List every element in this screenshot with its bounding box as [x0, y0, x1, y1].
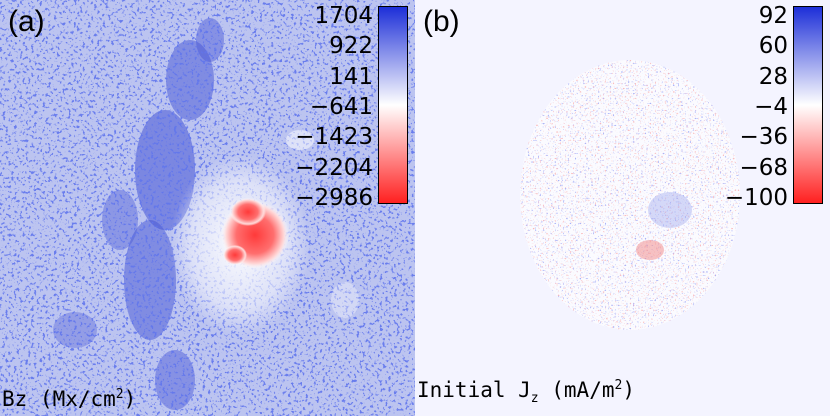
colorbar-tick-label: −2204	[295, 154, 373, 181]
bz-colorbar	[378, 6, 408, 204]
jz-label-sup: 2	[614, 377, 623, 393]
jz-quantity-label: Initial Jz (mA/m2)	[417, 373, 635, 412]
jz-label-mid: (mA/m	[538, 377, 615, 402]
colorbar-tick-label: 60	[758, 33, 788, 60]
colorbar-tick-label: −4	[754, 94, 788, 120]
colorbar-tick-label: −1423	[295, 124, 373, 151]
colorbar-tick-label: −2986	[295, 185, 373, 211]
colorbar-tick-label: −36	[739, 124, 788, 151]
panel-a-label: (a)	[8, 5, 45, 38]
jz-colorbar	[793, 6, 823, 204]
panel-a-bz-map: (a) 1704 922 141 −641 −1423 −2204 −2986 Bz (Mx…	[0, 0, 415, 416]
jz-label-sub: z	[530, 391, 539, 406]
colorbar-tick-label: −100	[724, 185, 788, 211]
bz-magnetogram-image	[0, 0, 415, 416]
colorbar-tick-label: 1704	[314, 3, 373, 29]
panel-b-label: (b)	[423, 5, 460, 38]
jz-label-main: Initial J	[417, 377, 531, 402]
jz-current-density-image	[415, 0, 830, 416]
colorbar-tick-label: 141	[329, 63, 373, 90]
bz-quantity-label: Bz (Mx/cm2)	[2, 382, 136, 412]
panel-b-jz-map: (b) 92 60 28 −4 −36 −68 −100 Initial Jz (mA/m2…	[415, 0, 830, 416]
bz-label-main: Bz (Mx/cm	[2, 387, 116, 411]
jz-label-end: )	[622, 377, 635, 402]
jz-colorbar-ticks: 92 60 28 −4 −36 −68 −100	[628, 0, 788, 212]
colorbar-tick-label: 92	[758, 3, 788, 29]
bz-label-end: )	[123, 387, 137, 411]
bz-label-sup: 2	[115, 387, 124, 402]
colorbar-tick-label: −68	[739, 154, 788, 181]
bz-colorbar-ticks: 1704 922 141 −641 −1423 −2204 −2986	[213, 0, 373, 212]
colorbar-tick-label: 922	[329, 33, 373, 60]
colorbar-tick-label: −641	[309, 94, 373, 120]
colorbar-tick-label: 28	[758, 63, 788, 90]
